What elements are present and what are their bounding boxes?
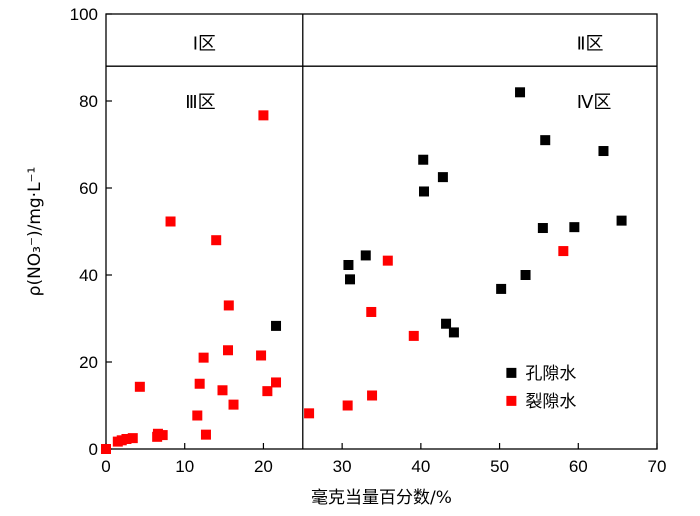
pore-water-point [345, 274, 356, 285]
fissure-water-point [157, 430, 168, 441]
fissure-water-point [558, 246, 569, 257]
fissure-water-point [367, 390, 378, 401]
fissure-water-point [342, 400, 353, 411]
pore-water-point [343, 259, 354, 270]
pore-water-point [271, 320, 282, 331]
y-tick-label: 0 [89, 440, 98, 459]
x-tick-label: 70 [648, 457, 667, 476]
y-tick-label: 40 [79, 266, 98, 285]
fissure-water-point [192, 410, 203, 421]
x-tick-label: 0 [101, 457, 110, 476]
pore-water-point [496, 283, 507, 294]
fissure-water-point [382, 255, 393, 266]
y-tick-label: 60 [79, 179, 98, 198]
fissure-water-point [211, 235, 222, 246]
fissure-water-point [200, 429, 211, 440]
fissure-water-point [366, 306, 377, 317]
x-tick-label: 40 [411, 457, 430, 476]
series-group [101, 110, 569, 454]
series-group [271, 87, 627, 338]
fissure-water-point [223, 345, 234, 356]
y-tick-label: 100 [70, 5, 98, 24]
zone-label: Ⅰ区 [193, 33, 216, 54]
legend-marker [506, 395, 517, 406]
fissure-water-point [127, 433, 138, 444]
fissure-water-point [262, 386, 273, 397]
fissure-water-point [223, 300, 234, 311]
x-tick-label: 10 [175, 457, 194, 476]
zone-label: Ⅱ区 [577, 33, 604, 54]
fissure-water-point [258, 110, 269, 121]
pore-water-point [540, 135, 551, 146]
y-tick-label: 80 [79, 92, 98, 111]
pore-water-point [598, 146, 609, 157]
pore-water-point [616, 215, 627, 226]
x-tick-label: 50 [490, 457, 509, 476]
fissure-water-point [194, 378, 205, 389]
pore-water-point [515, 87, 526, 98]
plot-axes: 0 10 20 30 40 50 60 70 0 20 40 60 80 100 [70, 5, 667, 476]
pore-water-point [537, 223, 548, 234]
plot-frame [105, 13, 658, 450]
fissure-water-point [101, 444, 111, 454]
fissure-water-point [228, 399, 239, 410]
x-tick-label: 60 [569, 457, 588, 476]
fissure-water-point [408, 330, 419, 341]
zone-labels: Ⅰ区 Ⅱ区 Ⅲ区 Ⅳ区 [185, 33, 611, 113]
x-axis-label: 毫克当量百分数/% [311, 488, 452, 508]
zone-label: Ⅳ区 [577, 92, 612, 113]
fissure-water-point [304, 408, 315, 419]
x-tick-label: 20 [254, 457, 273, 476]
legend-marker [506, 367, 517, 378]
fissure-water-point [121, 433, 132, 444]
pore-water-point [418, 154, 429, 165]
y-axis-label: ρ(NO₃⁻)/mg·L⁻¹ [25, 167, 45, 297]
y-tick-label: 20 [79, 353, 98, 372]
pore-water-point [437, 172, 448, 183]
x-tick-label: 30 [333, 457, 352, 476]
data-points [101, 87, 627, 454]
fissure-water-point [165, 216, 176, 227]
pore-water-point [448, 327, 459, 338]
fissure-water-point [271, 377, 282, 388]
fissure-water-point [256, 350, 267, 361]
fissure-water-point [198, 352, 209, 363]
fissure-water-point [217, 385, 228, 396]
zone-label: Ⅲ区 [185, 92, 215, 113]
pore-water-point [569, 222, 580, 233]
legend-label: 孔隙水 [525, 364, 576, 384]
pore-water-point [419, 186, 430, 197]
pore-water-point [520, 270, 531, 280]
legend-label: 裂隙水 [525, 392, 576, 412]
pore-water-point [360, 250, 371, 261]
pore-water-point [441, 318, 452, 329]
fissure-water-point [134, 381, 145, 392]
